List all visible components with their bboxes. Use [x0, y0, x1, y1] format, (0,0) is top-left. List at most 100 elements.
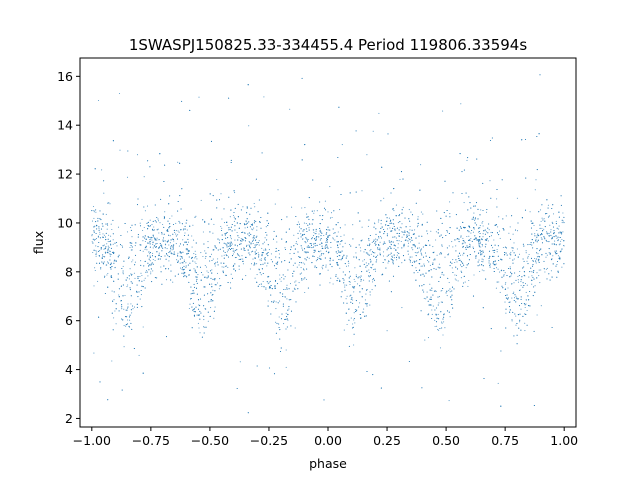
data-point — [244, 227, 246, 229]
data-point — [523, 260, 525, 262]
data-point — [183, 234, 186, 237]
data-point — [187, 238, 189, 240]
data-point — [519, 270, 521, 273]
data-point — [130, 303, 132, 305]
data-point — [186, 244, 188, 246]
data-point — [163, 218, 165, 220]
data-point — [266, 281, 268, 283]
data-point — [94, 225, 96, 227]
data-point — [533, 286, 535, 288]
data-point — [477, 227, 480, 229]
data-point — [445, 215, 447, 217]
data-point — [515, 301, 517, 303]
data-point — [302, 268, 305, 270]
data-point — [390, 252, 392, 254]
data-point — [107, 252, 109, 254]
data-point — [220, 229, 223, 232]
data-point — [509, 268, 511, 270]
data-point — [480, 254, 482, 256]
data-point — [365, 252, 367, 254]
data-point — [141, 274, 143, 277]
data-point — [256, 243, 258, 246]
data-point — [216, 272, 219, 274]
data-point — [440, 290, 442, 292]
data-point — [136, 204, 139, 206]
data-point — [312, 235, 315, 237]
data-point — [262, 280, 264, 283]
data-point — [301, 77, 303, 79]
data-point — [271, 301, 273, 303]
data-point — [329, 263, 331, 265]
data-point — [247, 252, 249, 254]
data-point — [111, 312, 113, 314]
data-point — [109, 240, 112, 242]
data-point — [446, 295, 448, 297]
data-point — [439, 276, 441, 278]
data-point — [406, 236, 409, 238]
data-point — [563, 263, 565, 265]
data-point — [318, 236, 320, 238]
data-point — [449, 288, 451, 290]
data-point — [330, 212, 333, 214]
data-point — [221, 227, 223, 229]
data-point — [318, 257, 320, 259]
data-point — [227, 256, 230, 258]
data-point — [363, 259, 365, 261]
data-point — [561, 248, 563, 250]
data-point — [378, 248, 380, 250]
data-point — [243, 223, 245, 225]
data-point — [350, 301, 352, 303]
data-point — [270, 259, 272, 261]
data-point — [170, 246, 172, 248]
data-point — [98, 227, 100, 229]
data-point — [390, 230, 392, 233]
data-point — [177, 161, 179, 163]
data-point — [559, 256, 561, 258]
data-point — [509, 266, 511, 268]
data-point — [195, 262, 197, 265]
data-point — [110, 244, 112, 246]
data-point — [253, 234, 255, 237]
data-point — [558, 216, 560, 218]
data-point — [222, 270, 224, 272]
data-point — [438, 329, 440, 331]
data-point — [462, 285, 464, 287]
data-point — [193, 311, 195, 313]
data-point — [274, 280, 277, 282]
data-point — [251, 228, 253, 230]
data-point — [92, 251, 94, 254]
data-point — [156, 242, 158, 245]
data-point — [546, 199, 548, 201]
data-point — [179, 243, 182, 245]
data-point — [471, 229, 473, 232]
data-point — [154, 277, 156, 279]
data-point — [319, 227, 321, 230]
data-point — [452, 259, 454, 261]
data-point — [511, 273, 513, 275]
data-point — [458, 257, 460, 260]
data-point — [128, 278, 130, 280]
data-point — [346, 295, 348, 297]
data-point — [410, 211, 412, 213]
data-point — [468, 279, 470, 282]
data-point — [551, 243, 553, 245]
data-point — [177, 255, 179, 257]
data-point — [246, 206, 248, 208]
data-point — [359, 285, 361, 287]
data-point — [234, 207, 236, 209]
data-point — [521, 217, 523, 219]
data-point — [210, 218, 212, 220]
data-point — [151, 255, 154, 257]
data-point — [245, 237, 247, 239]
data-point — [301, 278, 303, 280]
data-point — [407, 242, 410, 244]
data-point — [123, 335, 125, 337]
data-point — [105, 232, 107, 234]
data-point — [392, 219, 394, 221]
data-point — [505, 308, 507, 310]
data-point — [482, 250, 484, 252]
data-point — [437, 329, 439, 331]
data-point — [549, 279, 551, 281]
data-point — [404, 239, 406, 241]
data-point — [275, 332, 277, 334]
